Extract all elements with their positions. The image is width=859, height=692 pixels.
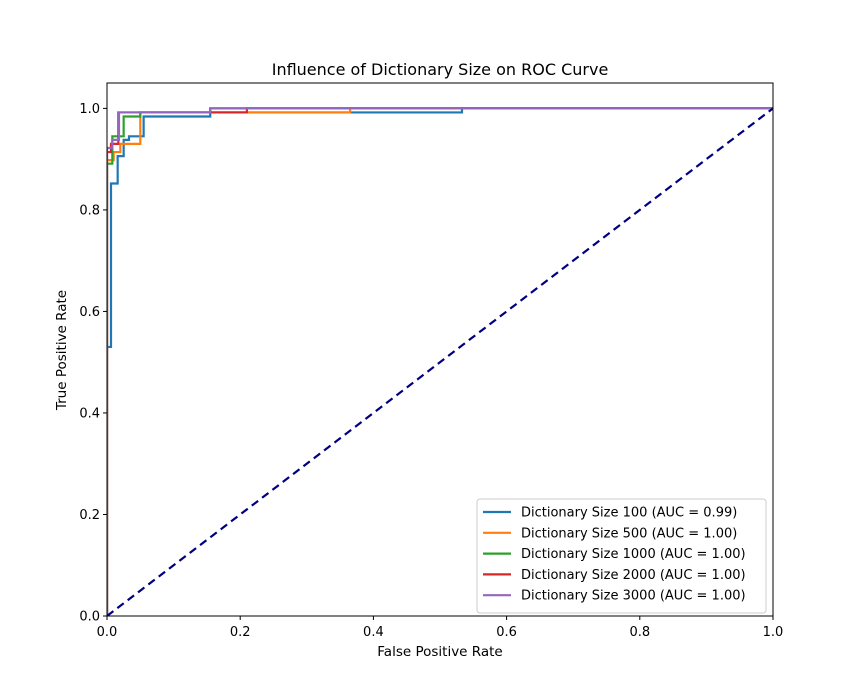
- y-tick-label: 0.6: [79, 305, 100, 320]
- legend-label: Dictionary Size 500 (AUC = 1.00): [521, 526, 737, 541]
- x-axis-ticks: 0.0 0.2 0.4 0.6 0.8 1.0: [97, 616, 784, 640]
- x-axis-label: False Positive Rate: [377, 644, 502, 660]
- legend-label: Dictionary Size 3000 (AUC = 1.00): [521, 589, 746, 604]
- axes-frame: [106, 82, 774, 617]
- series-lines: [107, 107, 773, 616]
- x-tick-label: 1.0: [763, 625, 784, 640]
- series-line-4: [107, 107, 773, 616]
- y-tick-label: 0.8: [79, 203, 100, 218]
- x-tick-label: 0.4: [363, 625, 384, 640]
- y-tick-label: 0.0: [79, 610, 100, 625]
- x-tick-label: 0.2: [230, 625, 251, 640]
- x-tick-label: 0.8: [629, 625, 650, 640]
- y-tick-label: 0.4: [79, 406, 100, 421]
- y-tick-label: 1.0: [79, 102, 100, 117]
- legend-label: Dictionary Size 2000 (AUC = 1.00): [521, 568, 746, 583]
- legend-label: Dictionary Size 1000 (AUC = 1.00): [521, 547, 746, 562]
- legend-label: Dictionary Size 100 (AUC = 0.99): [521, 506, 737, 521]
- reference-diagonal-line: [107, 107, 773, 616]
- y-axis-label: True Positive Rate: [54, 290, 70, 411]
- x-tick-label: 0.0: [97, 625, 118, 640]
- plot-area: [107, 107, 773, 616]
- y-axis-ticks: 0.0 0.2 0.4 0.6 0.8 1.0: [79, 102, 107, 625]
- x-tick-label: 0.6: [496, 625, 517, 640]
- legend: Dictionary Size 100 (AUC = 0.99) Dictiona…: [476, 498, 767, 614]
- series-line-5: [107, 107, 773, 616]
- y-tick-label: 0.2: [79, 508, 100, 523]
- chart-title: Influence of Dictionary Size on ROC Curv…: [272, 60, 609, 79]
- legend-box: [476, 498, 767, 614]
